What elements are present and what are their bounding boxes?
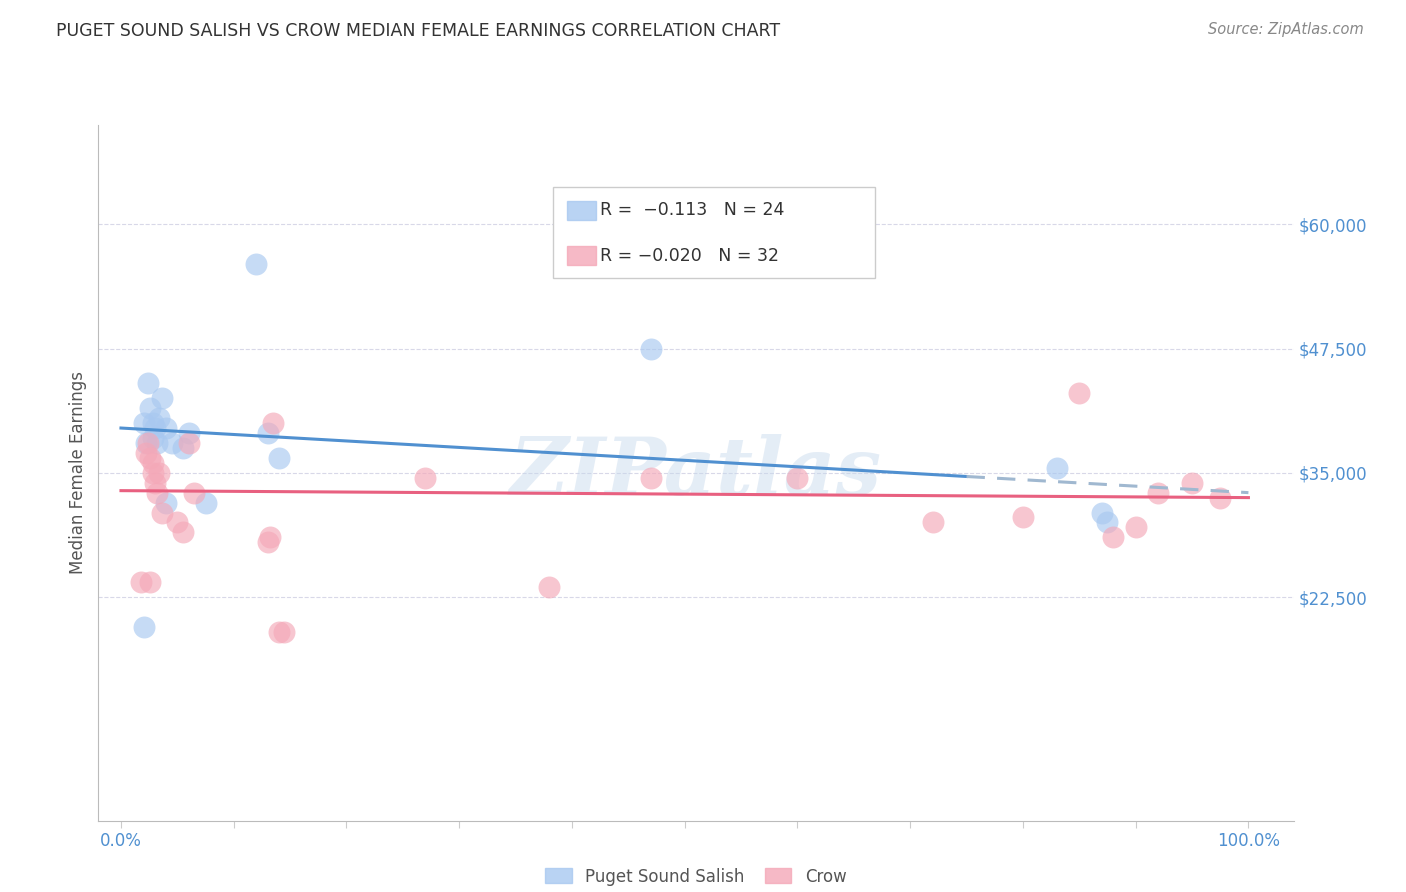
Point: [177, 436, 200, 450]
Point: [143, 475, 166, 490]
Point: [136, 436, 159, 450]
FancyBboxPatch shape: [567, 202, 596, 219]
Point: [262, 416, 284, 430]
Y-axis label: Median Female Earnings: Median Female Earnings: [69, 371, 87, 574]
Point: [256, 535, 278, 549]
Point: [136, 376, 159, 391]
Point: [1069, 386, 1091, 401]
Point: [135, 436, 157, 450]
Point: [1012, 510, 1035, 524]
Point: [1181, 475, 1204, 490]
Point: [148, 466, 170, 480]
Point: [786, 471, 808, 485]
Point: [640, 471, 662, 485]
Point: [1091, 506, 1114, 520]
Point: [538, 580, 561, 594]
Point: [177, 425, 200, 440]
Text: R = −0.020   N = 32: R = −0.020 N = 32: [600, 246, 779, 265]
Text: ZIPatlas: ZIPatlas: [510, 434, 882, 511]
Point: [640, 342, 662, 356]
Point: [132, 416, 155, 430]
Point: [141, 431, 163, 445]
Point: [146, 485, 169, 500]
Point: [150, 506, 173, 520]
Point: [160, 436, 183, 450]
Point: [139, 401, 162, 416]
Point: [183, 485, 205, 500]
Point: [1046, 460, 1069, 475]
Text: PUGET SOUND SALISH VS CROW MEDIAN FEMALE EARNINGS CORRELATION CHART: PUGET SOUND SALISH VS CROW MEDIAN FEMALE…: [56, 22, 780, 40]
Point: [146, 436, 169, 450]
Point: [166, 516, 188, 530]
Point: [415, 471, 437, 485]
FancyBboxPatch shape: [553, 187, 875, 278]
Point: [245, 257, 267, 271]
Point: [172, 441, 194, 455]
Point: [172, 525, 194, 540]
Point: [1125, 520, 1147, 534]
Point: [267, 624, 290, 639]
Text: R =  −0.113   N = 24: R = −0.113 N = 24: [600, 202, 785, 219]
FancyBboxPatch shape: [567, 246, 596, 265]
Legend: Puget Sound Salish, Crow: Puget Sound Salish, Crow: [538, 861, 853, 892]
Point: [141, 466, 163, 480]
Point: [135, 446, 157, 460]
Point: [150, 391, 173, 405]
Point: [1102, 530, 1125, 544]
Point: [259, 530, 281, 544]
Point: [141, 416, 163, 430]
Point: [155, 421, 177, 435]
Point: [139, 450, 162, 465]
Point: [194, 495, 217, 509]
Point: [921, 516, 943, 530]
Point: [256, 425, 278, 440]
Point: [155, 495, 177, 509]
Point: [273, 624, 295, 639]
Point: [141, 456, 163, 470]
Point: [143, 421, 166, 435]
Point: [139, 575, 162, 590]
Point: [129, 575, 152, 590]
Point: [267, 450, 290, 465]
Point: [1209, 491, 1232, 505]
Text: Source: ZipAtlas.com: Source: ZipAtlas.com: [1208, 22, 1364, 37]
Point: [148, 411, 170, 425]
Point: [132, 620, 155, 634]
Point: [1097, 516, 1119, 530]
Point: [1147, 485, 1170, 500]
